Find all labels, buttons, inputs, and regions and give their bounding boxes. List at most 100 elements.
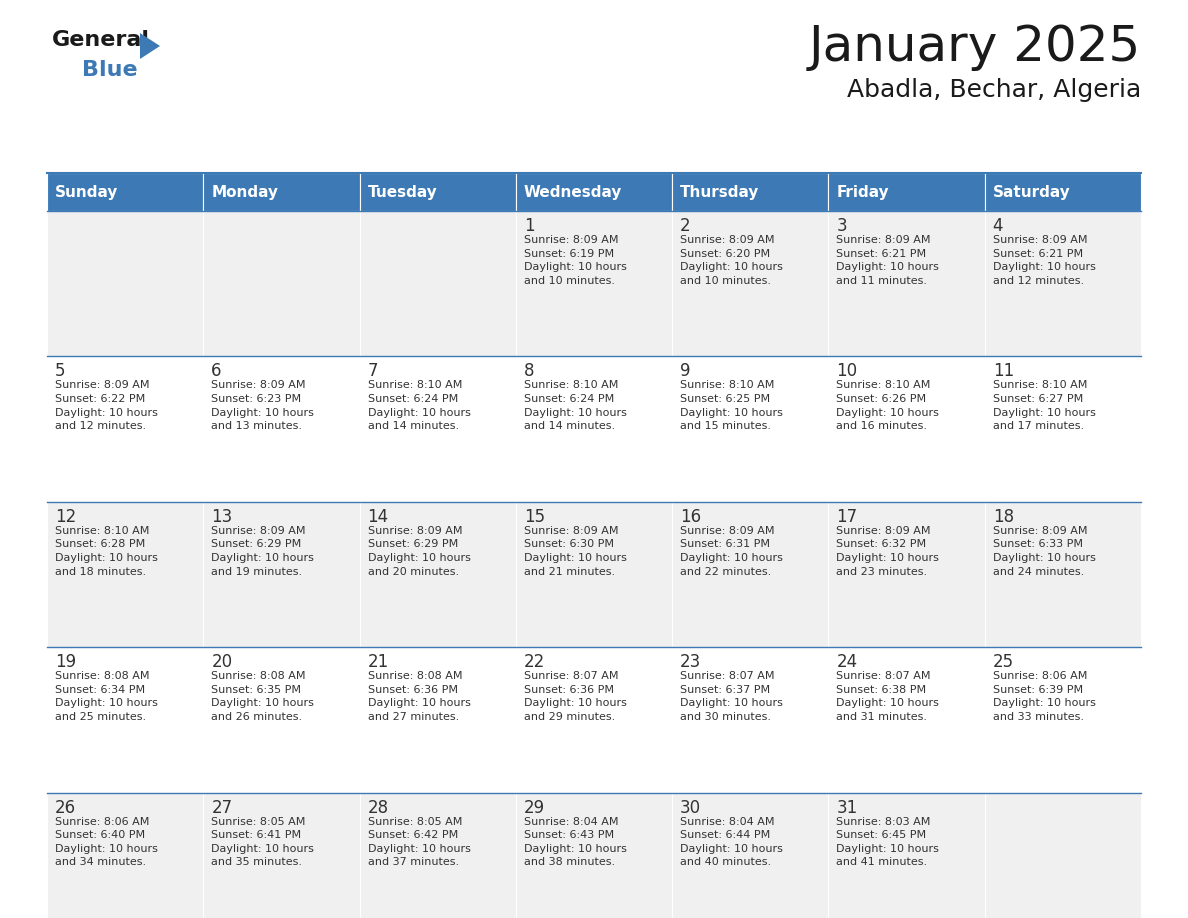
Bar xyxy=(48,647,203,792)
Text: 21: 21 xyxy=(367,654,388,671)
Text: Sunrise: 8:10 AM
Sunset: 6:24 PM
Daylight: 10 hours
and 14 minutes.: Sunrise: 8:10 AM Sunset: 6:24 PM Dayligh… xyxy=(367,380,470,431)
Text: Sunrise: 8:09 AM
Sunset: 6:31 PM
Daylight: 10 hours
and 22 minutes.: Sunrise: 8:09 AM Sunset: 6:31 PM Dayligh… xyxy=(681,526,783,577)
Text: 23: 23 xyxy=(681,654,701,671)
Text: 3: 3 xyxy=(836,217,847,235)
Text: Sunrise: 8:04 AM
Sunset: 6:43 PM
Daylight: 10 hours
and 38 minutes.: Sunrise: 8:04 AM Sunset: 6:43 PM Dayligh… xyxy=(524,817,627,868)
Text: Sunrise: 8:09 AM
Sunset: 6:29 PM
Daylight: 10 hours
and 19 minutes.: Sunrise: 8:09 AM Sunset: 6:29 PM Dayligh… xyxy=(211,526,314,577)
Bar xyxy=(985,792,1140,918)
Bar xyxy=(985,647,1140,792)
Text: 26: 26 xyxy=(55,799,76,817)
Text: 9: 9 xyxy=(681,363,690,380)
Text: 1: 1 xyxy=(524,217,535,235)
Text: Sunrise: 8:09 AM
Sunset: 6:32 PM
Daylight: 10 hours
and 23 minutes.: Sunrise: 8:09 AM Sunset: 6:32 PM Dayligh… xyxy=(836,526,940,577)
Text: Wednesday: Wednesday xyxy=(524,185,623,199)
Text: 12: 12 xyxy=(55,508,76,526)
Text: Saturday: Saturday xyxy=(993,185,1070,199)
Text: 2: 2 xyxy=(681,217,690,235)
Bar xyxy=(828,792,985,918)
Text: 29: 29 xyxy=(524,799,545,817)
Text: Thursday: Thursday xyxy=(681,185,759,199)
Text: General: General xyxy=(52,30,150,50)
Bar xyxy=(360,792,516,918)
Text: 13: 13 xyxy=(211,508,233,526)
Text: 27: 27 xyxy=(211,799,233,817)
Text: Sunrise: 8:08 AM
Sunset: 6:36 PM
Daylight: 10 hours
and 27 minutes.: Sunrise: 8:08 AM Sunset: 6:36 PM Dayligh… xyxy=(367,671,470,722)
Text: 15: 15 xyxy=(524,508,545,526)
Bar xyxy=(203,356,360,502)
Bar xyxy=(516,173,672,211)
Bar xyxy=(360,211,516,356)
Polygon shape xyxy=(140,33,160,59)
Text: 7: 7 xyxy=(367,363,378,380)
Bar xyxy=(672,173,828,211)
Text: Sunrise: 8:08 AM
Sunset: 6:35 PM
Daylight: 10 hours
and 26 minutes.: Sunrise: 8:08 AM Sunset: 6:35 PM Dayligh… xyxy=(211,671,314,722)
Bar xyxy=(203,211,360,356)
Bar xyxy=(985,502,1140,647)
Text: 22: 22 xyxy=(524,654,545,671)
Text: 10: 10 xyxy=(836,363,858,380)
Bar xyxy=(672,356,828,502)
Text: Sunrise: 8:04 AM
Sunset: 6:44 PM
Daylight: 10 hours
and 40 minutes.: Sunrise: 8:04 AM Sunset: 6:44 PM Dayligh… xyxy=(681,817,783,868)
Text: Sunrise: 8:06 AM
Sunset: 6:39 PM
Daylight: 10 hours
and 33 minutes.: Sunrise: 8:06 AM Sunset: 6:39 PM Dayligh… xyxy=(993,671,1095,722)
Bar xyxy=(672,211,828,356)
Text: Sunrise: 8:09 AM
Sunset: 6:21 PM
Daylight: 10 hours
and 11 minutes.: Sunrise: 8:09 AM Sunset: 6:21 PM Dayligh… xyxy=(836,235,940,285)
Text: Sunrise: 8:09 AM
Sunset: 6:22 PM
Daylight: 10 hours
and 12 minutes.: Sunrise: 8:09 AM Sunset: 6:22 PM Dayligh… xyxy=(55,380,158,431)
Bar xyxy=(672,792,828,918)
Text: 18: 18 xyxy=(993,508,1013,526)
Bar xyxy=(516,502,672,647)
Text: 25: 25 xyxy=(993,654,1013,671)
Text: Sunrise: 8:10 AM
Sunset: 6:28 PM
Daylight: 10 hours
and 18 minutes.: Sunrise: 8:10 AM Sunset: 6:28 PM Dayligh… xyxy=(55,526,158,577)
Bar xyxy=(360,356,516,502)
Text: Monday: Monday xyxy=(211,185,278,199)
Text: Friday: Friday xyxy=(836,185,889,199)
Text: Sunrise: 8:09 AM
Sunset: 6:23 PM
Daylight: 10 hours
and 13 minutes.: Sunrise: 8:09 AM Sunset: 6:23 PM Dayligh… xyxy=(211,380,314,431)
Bar xyxy=(672,502,828,647)
Text: Blue: Blue xyxy=(82,60,138,80)
Bar xyxy=(203,173,360,211)
Bar xyxy=(828,502,985,647)
Bar xyxy=(48,792,203,918)
Text: Abadla, Bechar, Algeria: Abadla, Bechar, Algeria xyxy=(847,78,1140,102)
Bar xyxy=(360,647,516,792)
Bar xyxy=(360,502,516,647)
Text: 30: 30 xyxy=(681,799,701,817)
Text: 28: 28 xyxy=(367,799,388,817)
Bar xyxy=(828,173,985,211)
Text: 14: 14 xyxy=(367,508,388,526)
Text: 16: 16 xyxy=(681,508,701,526)
Bar xyxy=(985,211,1140,356)
Bar xyxy=(203,647,360,792)
Bar xyxy=(516,647,672,792)
Text: Sunrise: 8:03 AM
Sunset: 6:45 PM
Daylight: 10 hours
and 41 minutes.: Sunrise: 8:03 AM Sunset: 6:45 PM Dayligh… xyxy=(836,817,940,868)
Text: 4: 4 xyxy=(993,217,1003,235)
Bar xyxy=(672,647,828,792)
Text: Sunrise: 8:06 AM
Sunset: 6:40 PM
Daylight: 10 hours
and 34 minutes.: Sunrise: 8:06 AM Sunset: 6:40 PM Dayligh… xyxy=(55,817,158,868)
Text: Sunrise: 8:08 AM
Sunset: 6:34 PM
Daylight: 10 hours
and 25 minutes.: Sunrise: 8:08 AM Sunset: 6:34 PM Dayligh… xyxy=(55,671,158,722)
Bar xyxy=(828,211,985,356)
Bar xyxy=(516,211,672,356)
Text: Sunrise: 8:05 AM
Sunset: 6:42 PM
Daylight: 10 hours
and 37 minutes.: Sunrise: 8:05 AM Sunset: 6:42 PM Dayligh… xyxy=(367,817,470,868)
Text: Sunrise: 8:10 AM
Sunset: 6:24 PM
Daylight: 10 hours
and 14 minutes.: Sunrise: 8:10 AM Sunset: 6:24 PM Dayligh… xyxy=(524,380,627,431)
Text: 31: 31 xyxy=(836,799,858,817)
Text: 24: 24 xyxy=(836,654,858,671)
Text: 19: 19 xyxy=(55,654,76,671)
Text: Sunrise: 8:09 AM
Sunset: 6:30 PM
Daylight: 10 hours
and 21 minutes.: Sunrise: 8:09 AM Sunset: 6:30 PM Dayligh… xyxy=(524,526,627,577)
Text: 17: 17 xyxy=(836,508,858,526)
Text: Sunrise: 8:09 AM
Sunset: 6:19 PM
Daylight: 10 hours
and 10 minutes.: Sunrise: 8:09 AM Sunset: 6:19 PM Dayligh… xyxy=(524,235,627,285)
Bar xyxy=(48,173,203,211)
Text: 11: 11 xyxy=(993,363,1015,380)
Bar xyxy=(828,356,985,502)
Text: 20: 20 xyxy=(211,654,233,671)
Text: Sunday: Sunday xyxy=(55,185,119,199)
Text: 5: 5 xyxy=(55,363,65,380)
Bar xyxy=(48,356,203,502)
Text: 8: 8 xyxy=(524,363,535,380)
Bar xyxy=(203,502,360,647)
Text: Sunrise: 8:05 AM
Sunset: 6:41 PM
Daylight: 10 hours
and 35 minutes.: Sunrise: 8:05 AM Sunset: 6:41 PM Dayligh… xyxy=(211,817,314,868)
Text: Sunrise: 8:07 AM
Sunset: 6:38 PM
Daylight: 10 hours
and 31 minutes.: Sunrise: 8:07 AM Sunset: 6:38 PM Dayligh… xyxy=(836,671,940,722)
Bar xyxy=(516,792,672,918)
Text: Sunrise: 8:10 AM
Sunset: 6:26 PM
Daylight: 10 hours
and 16 minutes.: Sunrise: 8:10 AM Sunset: 6:26 PM Dayligh… xyxy=(836,380,940,431)
Text: Sunrise: 8:10 AM
Sunset: 6:25 PM
Daylight: 10 hours
and 15 minutes.: Sunrise: 8:10 AM Sunset: 6:25 PM Dayligh… xyxy=(681,380,783,431)
Text: Sunrise: 8:09 AM
Sunset: 6:21 PM
Daylight: 10 hours
and 12 minutes.: Sunrise: 8:09 AM Sunset: 6:21 PM Dayligh… xyxy=(993,235,1095,285)
Text: Tuesday: Tuesday xyxy=(367,185,437,199)
